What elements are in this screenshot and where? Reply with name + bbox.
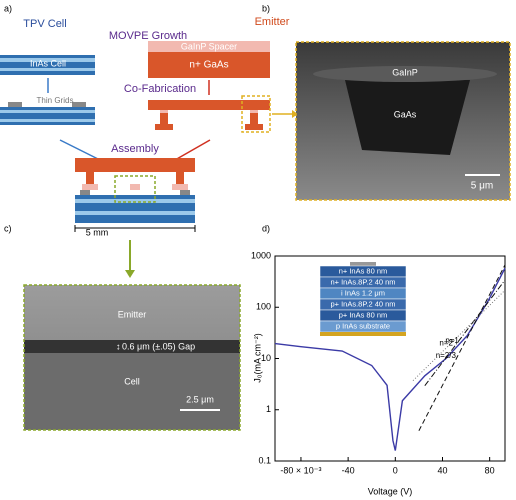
label: Assembly: [111, 143, 159, 155]
inset-layer-label: i InAs 1.2 μm: [341, 288, 385, 297]
gaas-pillar: [345, 80, 470, 155]
y-tick-label: 0.1: [258, 455, 271, 465]
inset-contact: [350, 262, 376, 266]
inset-base: [320, 332, 406, 336]
y-tick-label: 100: [256, 302, 271, 312]
label: Thin Grids: [37, 96, 74, 105]
line: [274, 267, 506, 451]
y-tick-label: 10: [261, 353, 271, 363]
label: InAs Cell: [30, 58, 66, 68]
label: Cell: [124, 376, 140, 386]
label: 0.6 μm (±.05) Gap: [122, 341, 195, 351]
cell-grids: [0, 102, 95, 125]
label: GaAs: [394, 109, 417, 119]
arrow: [174, 139, 211, 161]
panel-label: b): [262, 3, 270, 13]
label: 5 μm: [471, 181, 493, 192]
fit-label: n=1: [445, 336, 459, 345]
y-tick-label: 1000: [251, 250, 271, 260]
fit-line: [412, 289, 506, 381]
arrow-glyph: ↕: [116, 341, 121, 351]
arrow: [125, 270, 135, 278]
label: GaInP: [392, 67, 418, 77]
x-tick-label: 0: [393, 465, 398, 475]
panel-label: d): [262, 223, 270, 233]
cell-region: [24, 353, 240, 430]
cell-stack: [0, 55, 95, 75]
spacer: [148, 41, 270, 52]
label: 2.5 μm: [186, 394, 214, 404]
panel-b: b) GaInP GaAs 5 μm: [262, 3, 511, 201]
x-tick-label: -80 × 10⁻³: [280, 465, 321, 475]
panel-a: a) TPV Cell MOVPE Growth Emitter GaInP S…: [0, 3, 298, 237]
x-tick-label: -40: [342, 465, 355, 475]
label: 5 mm: [86, 227, 109, 237]
label: Emitter: [255, 16, 290, 28]
panel-c: c) Emitter 0.6 μm (±.05) Gap ↕ Cell 2.5 …: [4, 223, 241, 431]
panel-label: c): [4, 223, 12, 233]
label: MOVPE Growth: [109, 30, 187, 42]
inset-layer-label: p InAs substrate: [336, 321, 390, 330]
panel-label: a): [4, 3, 12, 13]
y-axis-label: J₀(mA cm⁻²): [252, 333, 262, 382]
assembly-diagram: [74, 110, 298, 232]
inset-layer-label: n+ InAs.8P.2 40 nm: [330, 277, 395, 286]
fit-label: n=2: [439, 339, 453, 348]
fit-line: [424, 279, 506, 386]
fit-label: n=2/3: [436, 351, 457, 360]
gaas-block: [148, 52, 270, 78]
fit-line: [418, 264, 506, 431]
panel-d: d) Voltage (V) J₀(mA cm⁻²) -80 × 10⁻³ -40…: [251, 223, 506, 496]
inset-layer-label: p+ InAs.8P.2 40 nm: [330, 299, 395, 308]
x-tick-label: 80: [485, 465, 495, 475]
x-axis-label: Voltage (V): [368, 486, 413, 496]
arrow: [59, 139, 101, 161]
gainp-layer: [313, 66, 497, 82]
label: n+ GaAs: [189, 60, 228, 71]
label: Co-Fabrication: [124, 83, 196, 95]
inset-layer-label: n+ InAs 80 nm: [339, 266, 388, 275]
frame: [23, 284, 241, 431]
inset-layer-label: p+ InAs 80 nm: [339, 310, 388, 319]
label: GaInP Spacer: [181, 41, 237, 51]
y-tick-label: 1: [266, 404, 271, 414]
emitter-patterned: [148, 95, 271, 133]
gap-band: [24, 340, 240, 353]
label: TPV Cell: [23, 18, 66, 30]
label: Emitter: [118, 309, 147, 319]
x-tick-label: 40: [437, 465, 447, 475]
